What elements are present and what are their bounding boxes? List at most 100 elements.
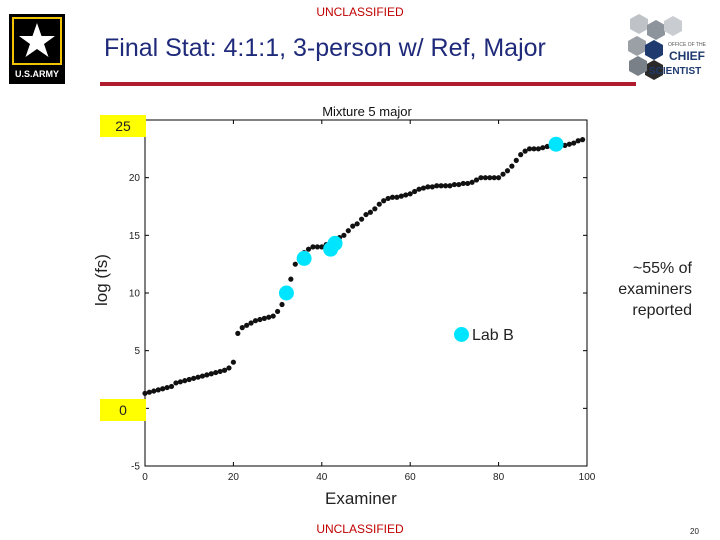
data-point [513,157,519,163]
data-point [226,365,232,371]
data-point [208,371,214,377]
data-point [244,322,250,328]
data-point [363,211,369,218]
x-tick-label: 80 [493,472,505,483]
army-logo-text: U.S.ARMY [15,69,59,79]
data-point [142,390,148,396]
plot-area [144,119,588,467]
data-point [204,372,210,378]
page-number: 20 [690,527,699,536]
lab-b-point [296,250,312,266]
data-point [221,367,228,373]
data-point [571,140,577,146]
y-tick-label: 15 [129,231,141,242]
data-point [146,389,153,395]
data-point [500,171,506,177]
x-axis-label: Examiner [325,489,397,508]
cs-scientist-text: SCIENTIST [649,66,701,77]
data-point [155,387,161,393]
data-point [199,373,206,379]
y-tick-label: -5 [131,462,140,473]
data-point [182,378,188,384]
annotation-line: ~55% of [632,260,692,277]
x-tick-label: 20 [228,472,240,483]
annotation: ~55% of examiners reported [596,258,692,321]
data-point [425,184,431,190]
data-point [469,179,475,185]
data-point [389,194,396,200]
data-point [305,246,312,252]
x-tick-label: 100 [579,472,596,483]
data-point [473,177,480,183]
data-point [491,175,497,181]
data-point [535,146,541,152]
data-point [257,316,263,323]
data-point [177,379,183,385]
legend: Lab B [454,327,514,345]
y-tick-label: 5 [134,346,140,357]
x-tick-label: 60 [405,472,417,483]
data-point [429,184,435,190]
data-point [151,388,157,394]
data-point [319,244,325,250]
data-point [478,175,484,181]
data-point [465,180,471,187]
data-point [496,175,502,181]
data-point [213,369,219,376]
data-point [420,185,427,191]
data-point [160,386,166,392]
data-point [275,308,281,315]
data-point [482,175,488,181]
data-point [385,195,391,202]
x-tick-label: 0 [142,472,148,483]
data-point [367,209,374,215]
lab-b-point [548,136,564,152]
data-point [487,175,493,181]
data-point [522,148,528,154]
cs-chief-text: CHIEF [669,49,705,63]
chief-scientist-logo: OFFICE OF THE CHIEF SCIENTIST [628,14,707,80]
legend-label: Lab B [472,327,514,344]
classification-bottom: UNCLASSIFIED [316,522,404,536]
data-point [173,380,179,386]
data-point [526,146,533,152]
data-point [566,141,572,147]
data-point [518,152,524,158]
data-point [504,168,511,174]
data-point [279,301,285,308]
data-point [186,376,192,383]
slide-title: Final Stat: 4:1:1, 3-person w/ Ref, Majo… [104,34,546,62]
data-point [217,368,223,375]
y-tick-label: 20 [129,173,141,184]
data-point [292,261,298,267]
title-underline [100,82,636,86]
data-point [442,183,449,189]
data-point [354,221,360,227]
data-point [412,188,418,195]
data-point [164,384,170,391]
data-point [540,145,546,151]
data-point [345,228,351,234]
data-point [350,223,356,229]
highlight-box-top: 25 [100,115,146,137]
data-point [372,206,378,212]
data-point [310,244,316,250]
x-tick-label: 40 [316,472,328,483]
data-point [447,183,453,189]
data-point [195,374,201,380]
data-point [398,193,404,199]
data-point [451,181,457,188]
axis-ticks: 0 20 40 60 80 100 -5 5 10 15 20 [129,119,596,483]
data-points [142,136,586,396]
data-point [434,183,440,189]
data-point [376,201,382,207]
data-point [544,143,550,150]
data-point [235,330,241,336]
data-point [403,192,409,198]
highlight-box-bottom: 0 [100,399,146,421]
y-tick-label: 10 [129,289,141,300]
data-point [248,320,254,326]
data-point [456,181,462,188]
data-point [288,276,294,282]
